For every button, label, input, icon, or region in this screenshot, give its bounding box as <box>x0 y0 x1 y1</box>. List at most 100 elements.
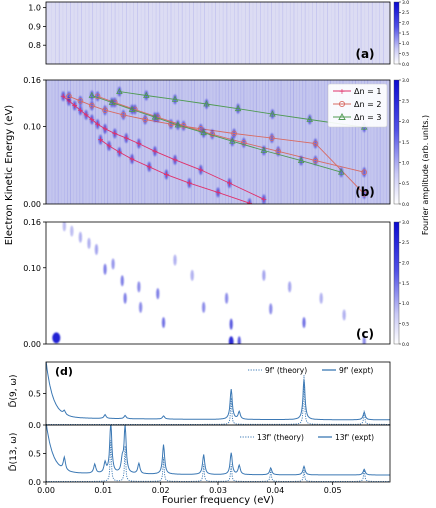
colorbar-tick-label: 2.0 <box>402 260 409 266</box>
panel-b: 0.16 0.10 0.00 (b) + Δn = 1 Δn = 2 Δn = 3 <box>23 76 391 209</box>
legend-marker-dn1: + <box>339 87 346 96</box>
xtick-label: 0.03 <box>209 486 227 495</box>
colorbar-tick-label: 0.5 <box>402 51 409 57</box>
series-marker-dn2 <box>241 139 247 146</box>
expt-line <box>46 425 390 476</box>
series-marker-dn2 <box>361 191 368 197</box>
series-marker-dn3 <box>174 121 182 128</box>
ytick-label: 0.5 <box>28 390 41 399</box>
heatmap-blob <box>94 243 99 255</box>
series-marker-dn2 <box>275 148 282 155</box>
colorbar <box>393 221 400 345</box>
series-marker-dn3 <box>128 105 136 112</box>
series-marker-dn3 <box>143 91 150 98</box>
xtick-label: 0.01 <box>94 486 112 495</box>
series-marker-dn2 <box>312 140 319 147</box>
series-marker-dn2 <box>269 135 275 141</box>
series-marker-dn1 <box>261 196 267 202</box>
ytick-label: 0.0 <box>28 421 41 430</box>
panel-c-heatmap <box>46 222 366 344</box>
heatmap-blob <box>161 317 166 329</box>
series-marker-dn2 <box>89 102 95 109</box>
series-marker-dn1 <box>186 180 192 186</box>
legend-marker-dn3 <box>338 113 346 120</box>
series-marker-dn1 <box>152 148 158 154</box>
heatmap-blob <box>95 91 100 102</box>
heatmap-blob <box>229 318 233 330</box>
heatmap-blob <box>362 336 366 344</box>
ytick-label: 1.0 <box>28 4 41 13</box>
heatmap-blob <box>202 301 206 313</box>
heatmap-blob <box>90 90 94 101</box>
panel-a-yticks: 1.0 0.9 0.8 <box>28 4 46 50</box>
legend-13-expt-label: 13f' (expt) <box>335 433 374 442</box>
ytick-label: 0.10 <box>23 264 41 273</box>
series-marker-dn3 <box>116 87 123 95</box>
panel-d-background <box>46 362 390 482</box>
legend-label-dn2: Δn = 2 <box>354 100 381 109</box>
xlabel: Fourier frequency (eV) <box>162 495 274 506</box>
legend-label-dn3: Δn = 3 <box>354 113 381 122</box>
series-marker-dn1 <box>83 112 89 118</box>
series-marker-dn1 <box>106 143 112 149</box>
heatmap-blob <box>319 292 323 304</box>
colorbar-tick-label: 0.5 <box>402 181 409 187</box>
heatmap-blob <box>87 237 91 249</box>
heatmap-blob <box>62 222 66 232</box>
panel-a-heatmap <box>51 2 384 64</box>
panel-d-bottom-legend: 13f' (theory) 13f' (expt) <box>240 433 374 442</box>
series-marker-dn1 <box>227 180 232 186</box>
series-marker-dn1 <box>215 189 221 195</box>
panel-b-legend: + Δn = 1 Δn = 2 Δn = 3 <box>327 83 388 128</box>
expt-line <box>46 362 390 421</box>
heatmap-blob <box>342 309 346 321</box>
panel-c-yticks: 0.16 0.10 0.00 <box>23 218 46 349</box>
panel-c-frame <box>45 221 391 345</box>
series-marker-dn2 <box>142 116 148 123</box>
colorbar-tick-label: 1.0 <box>402 301 409 307</box>
panel-d-bottom-ylabel: D̃(13, ω) <box>7 433 19 472</box>
series-marker-dn3 <box>269 110 276 117</box>
panel-d-label: (d) <box>55 365 73 378</box>
heatmap-blob <box>120 275 124 287</box>
series-marker-dn1 <box>136 141 142 146</box>
colorbar-tick-label: 1.0 <box>402 160 409 166</box>
panel-a-label: (a) <box>355 47 374 61</box>
ytick-label: 0.16 <box>23 218 41 227</box>
colorbar-tick-label: 3.0 <box>402 220 409 226</box>
panel-a-frame <box>45 1 391 65</box>
colorbar-tick-label: 1.5 <box>402 140 409 146</box>
xtick-label: 0.04 <box>266 486 284 495</box>
legend-marker-dn2 <box>338 100 346 108</box>
panel-b-yticks: 0.16 0.10 0.00 <box>23 76 46 209</box>
panel-c: 0.16 0.10 0.00 (c) <box>23 218 391 349</box>
series-marker-dn3 <box>203 100 210 107</box>
series-marker-dn2 <box>102 107 108 114</box>
ytick-label: 0.10 <box>23 123 41 132</box>
panel-d: 0.50.00.50.00.00 0.01 0.02 0.03 0.04 0.05 (d)… <box>7 361 391 495</box>
series-marker-dn1 <box>95 121 100 127</box>
series-marker-dn2 <box>361 169 368 176</box>
panel-d-bottom-lines <box>46 425 390 482</box>
series-marker-dn1 <box>78 107 83 113</box>
colorbar-tick-label: 2.5 <box>402 10 409 16</box>
colorbar-tick-label: 2.5 <box>402 98 409 104</box>
series-marker-dn3 <box>200 129 207 136</box>
series-marker-dn1 <box>172 157 178 163</box>
series-marker-dn2 <box>231 130 237 137</box>
colorbar-tick-label: 1.5 <box>402 281 409 287</box>
xtick-label: 0.05 <box>324 486 342 495</box>
series-marker-dn3 <box>229 137 236 144</box>
series-marker-dn2 <box>120 112 127 118</box>
heatmap-blob <box>302 317 306 329</box>
series-marker-dn3 <box>151 113 159 120</box>
series-line-dn3 <box>91 95 342 173</box>
series-marker-dn3 <box>337 168 345 175</box>
heatmap-blob <box>52 332 61 344</box>
series-marker-dn3 <box>306 115 314 122</box>
heatmap-blob <box>103 263 107 275</box>
series-marker-dn1 <box>72 103 78 108</box>
series-marker-dn1 <box>89 117 95 122</box>
ytick-label: 0.9 <box>28 22 41 31</box>
